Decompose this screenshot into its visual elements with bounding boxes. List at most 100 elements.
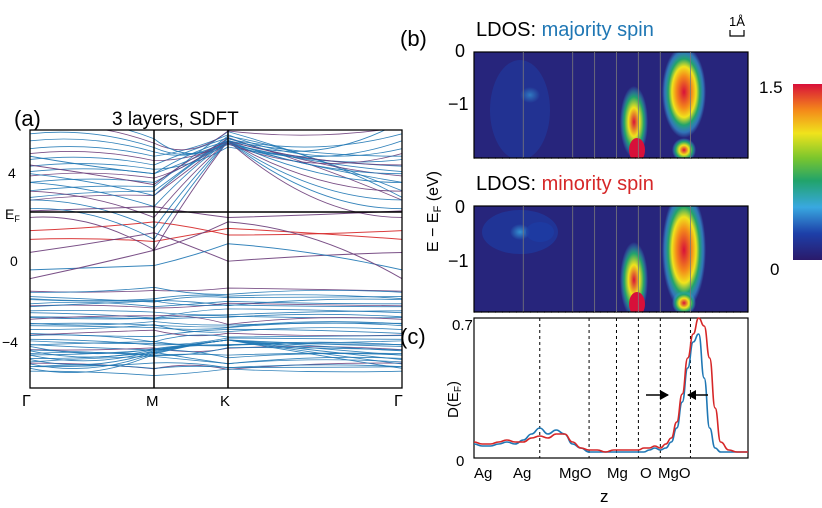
band-line-39 <box>30 339 402 374</box>
band-line-20 <box>30 337 402 346</box>
band-line-0 <box>30 287 402 293</box>
panel-a-title: 3 layers, SDFT <box>112 109 239 130</box>
b-ytick-minus1-bottom: −1 <box>448 251 469 271</box>
band-lines <box>30 130 402 376</box>
band-line-66 <box>30 140 402 186</box>
minority-layer-lines <box>522 206 691 312</box>
spin-splitting-arrows <box>646 390 708 400</box>
c-layer-ag-1: Ag <box>474 465 492 482</box>
band-line-23 <box>30 341 402 347</box>
k-label-gamma-left: Γ <box>22 393 31 410</box>
panel-b: (b) LDOS: majority spin LDOS: minority s… <box>400 14 822 313</box>
band-line-61 <box>30 140 402 240</box>
band-line-58 <box>103 130 385 151</box>
dos-lines <box>473 317 748 453</box>
band-line-5 <box>30 300 402 308</box>
panel-a-label: (a) <box>14 106 41 131</box>
band-line-50 <box>30 137 402 179</box>
band-line-16 <box>30 324 402 333</box>
band-line-48 <box>30 131 402 192</box>
minority-peak-mgo-site <box>662 206 706 310</box>
panel-c: (c) 0.7 0 D(EF) Ag Ag MgO Mg O MgO z <box>400 317 749 506</box>
majority-peak-mgo-site <box>662 52 706 138</box>
a-ef-label: EF <box>5 206 20 224</box>
c-ytick-0: 0 <box>456 453 464 470</box>
band-line-64 <box>30 140 402 208</box>
band-line-63 <box>30 140 402 218</box>
band-line-42 <box>30 206 402 218</box>
a-ytick-minus4: −4 <box>2 334 18 350</box>
c-ytick-max: 0.7 <box>452 317 473 334</box>
band-line-1 <box>30 286 402 295</box>
k-label-gamma-right: Γ <box>394 393 403 410</box>
band-line-43 <box>30 232 402 262</box>
band-line-2 <box>30 296 402 303</box>
panel-a: (a) 3 layers, SDFT 4 0 −4 EF Γ M K Γ <box>2 106 403 410</box>
band-line-9 <box>30 308 402 319</box>
band-line-44 <box>30 243 402 271</box>
panel-c-label: (c) <box>400 324 426 349</box>
band-line-4 <box>30 298 402 307</box>
dos-line-majority <box>473 333 748 453</box>
c-layer-mg: Mg <box>607 465 628 482</box>
colorbar-min: 0 <box>770 260 779 279</box>
minority-heatmap <box>474 206 748 312</box>
ldos-minority-title: LDOS: minority spin <box>476 173 654 195</box>
band-line-65 <box>30 140 402 197</box>
band-line-54 <box>30 143 402 165</box>
b-ytick-0-bottom: 0 <box>455 197 465 217</box>
band-line-33 <box>30 368 402 376</box>
b-ylabel: E − EF (eV) <box>425 171 444 252</box>
layer-guides <box>539 318 691 458</box>
band-line-46 <box>30 138 402 201</box>
band-line-15 <box>30 322 402 330</box>
c-layer-mgo-2: MgO <box>658 465 691 482</box>
band-line-14 <box>30 321 402 328</box>
band-line-12 <box>30 315 402 325</box>
majority-heatmap <box>474 52 748 158</box>
minority-frame <box>473 205 749 313</box>
b-ytick-0-top: 0 <box>455 41 465 61</box>
band-line-40 <box>30 221 402 236</box>
band-line-57 <box>30 131 402 155</box>
band-line-67 <box>30 140 402 175</box>
band-line-47 <box>30 135 402 198</box>
band-line-7 <box>30 300 402 308</box>
c-layer-ag-2: Ag <box>513 465 531 482</box>
panel-c-frame <box>473 317 749 459</box>
band-line-18 <box>30 329 402 337</box>
c-ylabel: D(EF) <box>445 381 464 418</box>
colorbar-max: 1.5 <box>759 78 783 97</box>
ldos-majority-title: LDOS: majority spin <box>476 19 654 41</box>
band-line-62 <box>30 140 402 229</box>
majority-frame <box>473 51 749 159</box>
k-label-k: K <box>220 393 230 410</box>
band-line-19 <box>30 334 402 343</box>
band-line-3 <box>30 294 402 302</box>
k-label-m: M <box>146 393 159 410</box>
band-line-32 <box>30 364 402 369</box>
c-xlabel: z <box>600 487 609 506</box>
dos-line-minority <box>473 317 748 453</box>
band-line-29 <box>30 356 402 364</box>
b-ytick-minus1-top: −1 <box>448 94 469 114</box>
scale-bar: 1Å <box>729 14 745 37</box>
panel-b-label: (b) <box>400 26 427 51</box>
band-line-41 <box>30 227 402 243</box>
band-line-8 <box>30 309 402 316</box>
band-line-6 <box>30 302 402 309</box>
a-ytick-4: 4 <box>8 165 16 181</box>
a-ytick-0: 0 <box>10 253 18 269</box>
c-layer-mgo-1: MgO <box>559 465 592 482</box>
band-line-26 <box>30 351 402 356</box>
scale-bar-label: 1Å <box>729 14 745 29</box>
c-layer-o: O <box>640 465 652 482</box>
band-line-45 <box>30 221 402 280</box>
colorbar <box>793 84 822 260</box>
panel-a-frame <box>29 129 403 389</box>
majority-layer-lines <box>522 52 691 158</box>
band-line-31 <box>30 362 402 369</box>
band-line-59 <box>126 130 386 154</box>
